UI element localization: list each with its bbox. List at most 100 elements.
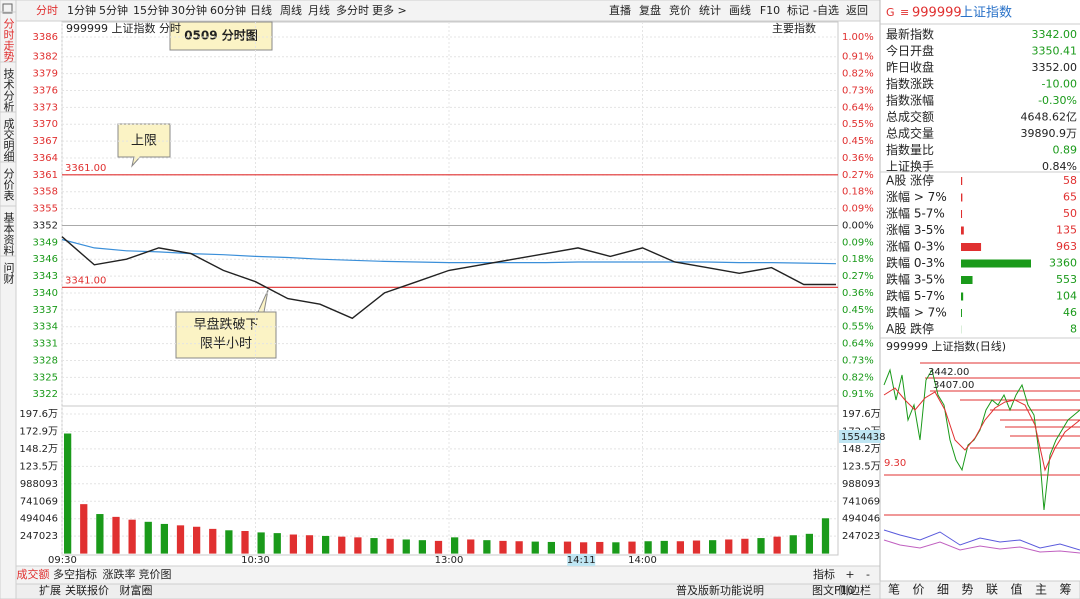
period-tab[interactable]: 周线 <box>280 3 302 17</box>
panel-tab[interactable]: 主 <box>1035 583 1047 597</box>
callout-upper-box <box>117 123 171 168</box>
volume-bar <box>354 537 362 554</box>
period-tab[interactable]: 30分钟 <box>171 3 207 17</box>
side-tab[interactable]: 成交明细 <box>2 118 15 162</box>
panel-tab[interactable]: 细 <box>937 583 949 597</box>
price-tick-label: 3355 <box>33 204 58 215</box>
volume-bar <box>547 541 556 554</box>
indicator-control[interactable]: - <box>866 568 870 581</box>
side-tab[interactable]: 技术分析 <box>2 68 15 113</box>
tool-button[interactable]: 复盘 <box>639 3 661 17</box>
volume-bar <box>112 516 120 554</box>
volume-bar <box>483 540 491 554</box>
volume-bar <box>370 538 378 554</box>
volume-bar <box>241 530 249 554</box>
period-tab[interactable]: 1分钟 <box>67 3 96 17</box>
current-volume: 1554438 <box>841 432 886 443</box>
volume-bar <box>531 541 539 554</box>
quote-label: 上证换手 <box>886 160 934 174</box>
status-link[interactable]: 侧边栏 <box>838 583 871 597</box>
period-tab[interactable]: 多分时 <box>336 3 369 17</box>
pct-tick-label: 0.18% <box>842 254 874 265</box>
period-tab[interactable]: 15分钟 <box>133 3 169 17</box>
menu-icon[interactable]: ≡ <box>900 6 909 19</box>
quote-name: 上证指数 <box>960 6 1012 21</box>
indicator-control[interactable]: + <box>845 568 854 581</box>
side-tab[interactable]: 基本资料 <box>2 212 15 257</box>
status-link[interactable]: 关联报价 <box>65 583 109 597</box>
breadth-label: A股 跌停 <box>886 321 934 336</box>
pct-tick-label: 0.73% <box>842 355 874 366</box>
volume-bar <box>128 519 136 554</box>
volume-bar <box>322 535 330 554</box>
quote-value: 3342.00 <box>1032 28 1078 41</box>
volume-tick-label: 494046 <box>20 514 58 525</box>
volume-bar <box>176 525 185 554</box>
panel-tab[interactable]: 笔 <box>888 582 900 597</box>
breadth-label: 涨幅 0-3% <box>886 239 945 254</box>
volume-bar <box>209 528 217 554</box>
status-link[interactable]: 财富圈 <box>120 583 153 597</box>
chart-frame <box>61 21 839 556</box>
status-link[interactable]: 图文F10 <box>812 583 854 597</box>
side-tab[interactable]: 分价表 <box>2 168 15 202</box>
volume-bar <box>660 540 668 554</box>
price-tick-label: 3364 <box>33 153 58 164</box>
pct-tick-label: 0.91% <box>842 389 874 400</box>
price-tick-label: 3346 <box>33 254 58 265</box>
panel-tab[interactable]: 价 <box>912 583 924 597</box>
tool-button[interactable]: 返回 <box>846 4 868 17</box>
status-link[interactable]: 普及版新功能说明 <box>676 583 764 597</box>
daily-title: 999999 上证指数(日线) <box>886 339 1006 353</box>
period-tab[interactable]: 月线 <box>308 3 330 17</box>
volume-bar <box>644 541 652 554</box>
tool-button[interactable]: 竞价 <box>669 3 691 17</box>
period-tab[interactable]: 60分钟 <box>210 3 246 17</box>
indicator-control[interactable]: 指标 <box>813 567 835 581</box>
panel-tab[interactable]: 势 <box>961 583 973 597</box>
pct-tick-label: 0.55% <box>842 322 874 333</box>
side-icon[interactable] <box>2 3 13 14</box>
pct-tick-label: 0.45% <box>842 136 874 147</box>
breadth-bar <box>961 193 963 202</box>
daily-chart-decoration <box>883 362 1080 554</box>
quote-label: 指数涨跌 <box>886 76 934 91</box>
price-tick-label: 3331 <box>33 339 58 350</box>
price-tick-label: 3370 <box>33 119 58 130</box>
volume-tick-label: 197.6万 <box>19 409 58 420</box>
status-link[interactable]: 扩展 <box>39 583 61 597</box>
tool-button[interactable]: 标记 <box>787 3 809 17</box>
indicator-tab[interactable]: 竞价图 <box>139 567 172 581</box>
price-tick-label: 3367 <box>33 136 58 147</box>
panel-tab[interactable]: 值 <box>1010 582 1022 597</box>
volume-bar <box>741 538 749 554</box>
period-tab[interactable]: 5分钟 <box>99 3 128 17</box>
volume-tick-label: 741069 <box>842 496 880 507</box>
volume-bar <box>305 535 314 554</box>
breadth-value: 58 <box>1063 174 1077 187</box>
breadth-bar <box>961 309 962 317</box>
volume-bar <box>725 539 733 554</box>
tool-button[interactable]: -自选 <box>813 4 839 17</box>
breadth-value: 8 <box>1070 323 1077 336</box>
period-tab[interactable]: 日线 <box>250 3 272 17</box>
time-label: 13:00 <box>435 555 464 566</box>
breadth-bar <box>961 226 964 235</box>
tool-button[interactable]: 统计 <box>699 4 721 17</box>
indicator-tab[interactable]: 涨跌率 <box>103 567 136 581</box>
period-tab[interactable]: 更多 > <box>372 3 407 17</box>
tool-button[interactable]: 画线 <box>729 3 751 17</box>
tool-button[interactable]: F10 <box>760 4 780 17</box>
tool-button[interactable]: 直播 <box>609 3 631 17</box>
volume-bar <box>434 540 443 554</box>
index-label[interactable]: 主要指数 <box>772 21 816 35</box>
volume-tick-label: 247023 <box>20 531 58 542</box>
panel-tab[interactable]: 联 <box>986 583 998 597</box>
indicator-tab[interactable]: 多空指标 <box>53 567 97 581</box>
side-tab[interactable]: 问财 <box>2 262 15 285</box>
indicator-tab[interactable]: 成交额 <box>17 567 50 581</box>
period-tab[interactable]: 分时 <box>36 4 58 17</box>
breadth-label: 涨幅 5-7% <box>886 206 945 221</box>
side-tab[interactable]: 分时走势 <box>2 18 15 62</box>
panel-tab[interactable]: 筹 <box>1059 583 1071 597</box>
